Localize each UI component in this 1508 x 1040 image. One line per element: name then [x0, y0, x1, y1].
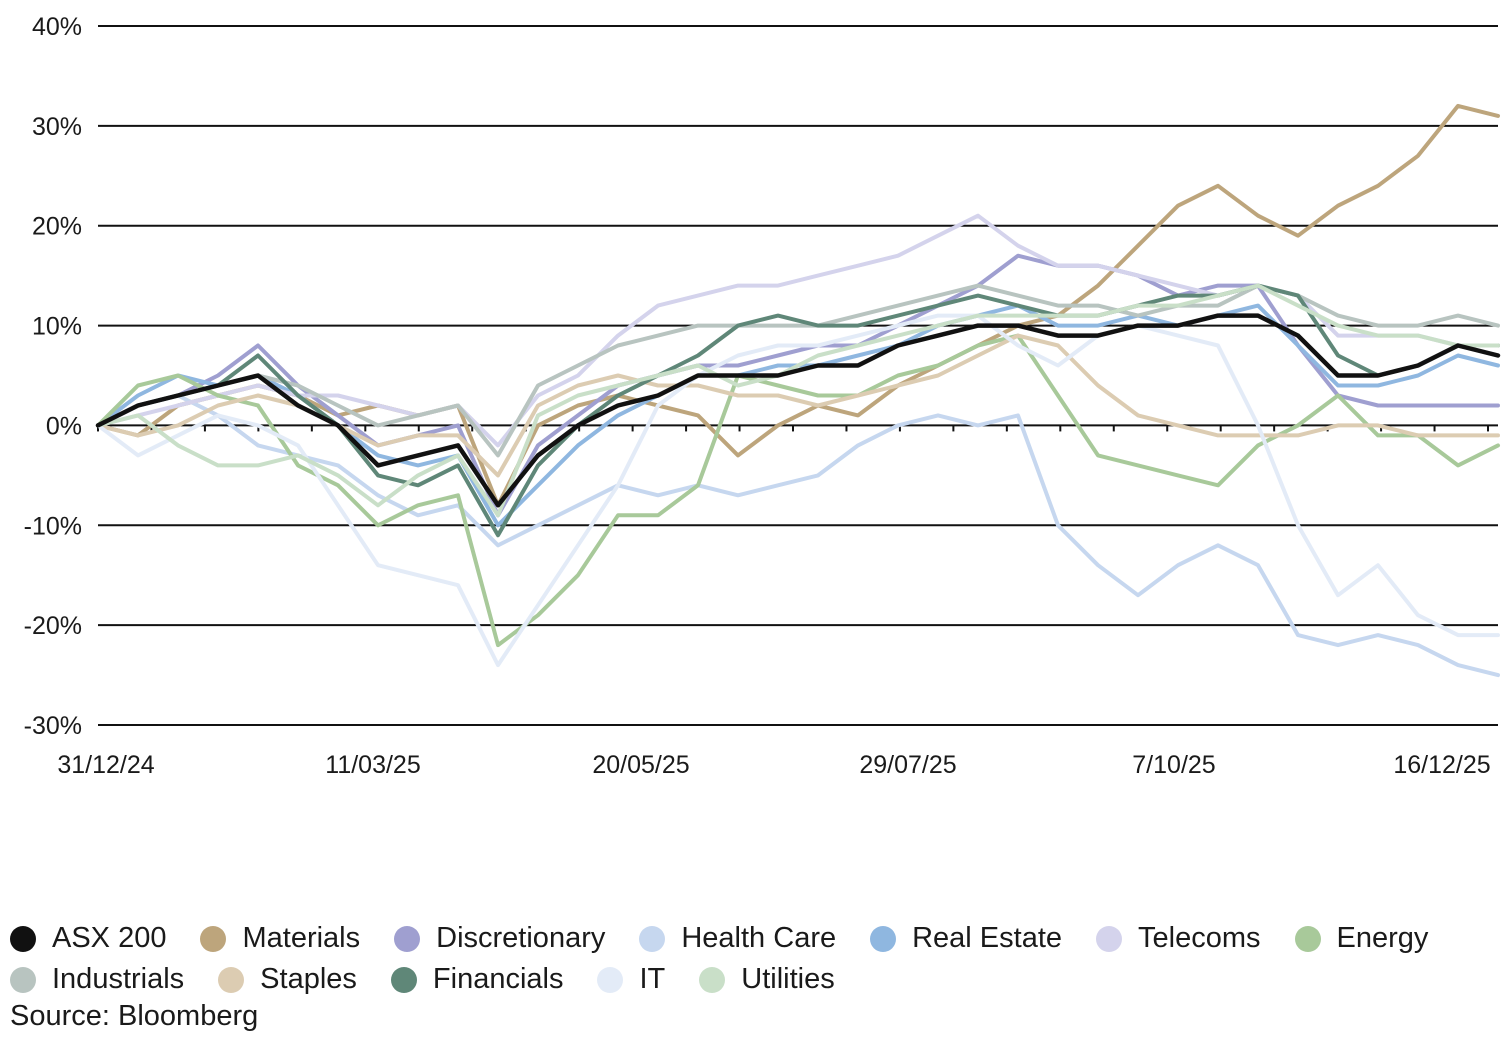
series-line-materials — [96, 103, 1500, 508]
source-note: Source: Bloomberg — [10, 1000, 259, 1032]
gridlines — [98, 25, 1498, 726]
legend-item-it: IT — [597, 963, 665, 996]
legend-item-financials: Financials — [390, 963, 564, 996]
legend-item-materials: Materials — [200, 922, 360, 955]
legend-label: Discretionary — [436, 922, 606, 954]
series-line-staples — [96, 333, 1500, 478]
legend-swatch-icon — [870, 925, 897, 952]
legend-swatch-icon — [597, 966, 624, 993]
x-tick-label: 31/12/24 — [57, 751, 154, 779]
legend-swatch-icon — [218, 966, 245, 993]
legend-row: Industrials Staples Financials IT Utilities — [10, 959, 1505, 1000]
legend: ASX 200 Materials Discretionary Health Care… — [10, 918, 1505, 1000]
legend-item-asx-200: ASX 200 — [10, 922, 166, 955]
legend-swatch-icon — [10, 966, 36, 993]
legend-label: Real Estate — [912, 922, 1063, 954]
series-lines — [95, 103, 1501, 678]
legend-label: IT — [639, 963, 666, 995]
legend-swatch-icon — [639, 925, 666, 952]
y-tick-label: 10% — [32, 313, 82, 341]
legend-swatch-icon — [200, 925, 227, 952]
legend-label: Energy — [1336, 922, 1429, 954]
legend-item-energy: Energy — [1294, 922, 1429, 955]
legend-swatch-icon — [390, 966, 417, 993]
legend-item-telecoms: Telecoms — [1096, 922, 1261, 955]
x-tick-label: 29/07/25 — [859, 751, 956, 779]
series-line-utilities — [96, 283, 1500, 518]
y-tick-label: 30% — [32, 113, 82, 141]
y-tick-label: 20% — [32, 213, 82, 241]
series-line-discretionary — [96, 253, 1500, 518]
legend-swatch-icon — [1096, 925, 1123, 952]
legend-label: Telecoms — [1138, 922, 1261, 954]
x-tick-label: 7/10/25 — [1132, 751, 1215, 779]
line-chart: 40% 30% 20% 10% 0% -10% -20% -30% 31/12/24 11/03… — [24, 13, 1501, 779]
legend-item-utilities: Utilities — [699, 963, 835, 996]
series-line-energy — [96, 333, 1500, 648]
legend-item-health-care: Health Care — [639, 922, 836, 955]
y-axis-ticks: 40% 30% 20% 10% 0% -10% -20% -30% — [24, 13, 82, 740]
legend-item-real-estate: Real Estate — [870, 922, 1062, 955]
x-axis-ticks: 31/12/24 11/03/25 20/05/25 29/07/25 7/10/25 1… — [57, 425, 1491, 779]
y-tick-label: -30% — [24, 712, 82, 740]
legend-label: Staples — [260, 963, 357, 995]
legend-label: Health Care — [681, 922, 837, 954]
legend-swatch-icon — [699, 966, 726, 993]
y-tick-label: -20% — [24, 612, 82, 640]
y-tick-label: 40% — [32, 13, 82, 41]
legend-swatch-icon — [1294, 925, 1321, 952]
legend-row: ASX 200 Materials Discretionary Health Care… — [10, 918, 1505, 959]
legend-label: Utilities — [741, 963, 835, 995]
x-tick-label: 11/03/25 — [325, 751, 420, 779]
x-tick-label: 16/12/25 — [1393, 751, 1490, 779]
series-line-asx-200 — [95, 313, 1501, 508]
series-line-health-care — [96, 393, 1500, 678]
legend-item-industrials: Industrials — [10, 963, 184, 996]
y-tick-label: 0% — [46, 412, 82, 440]
legend-label: Financials — [432, 963, 564, 995]
legend-label: Industrials — [52, 963, 185, 995]
legend-swatch-icon — [394, 925, 421, 952]
legend-label: Materials — [242, 922, 361, 954]
y-tick-label: -10% — [24, 512, 82, 540]
legend-item-staples: Staples — [218, 963, 357, 996]
legend-swatch-icon — [10, 925, 36, 952]
x-tick-label: 20/05/25 — [592, 751, 689, 779]
legend-item-discretionary: Discretionary — [394, 922, 605, 955]
series-line-it — [96, 313, 1500, 668]
legend-label: ASX 200 — [52, 922, 167, 954]
